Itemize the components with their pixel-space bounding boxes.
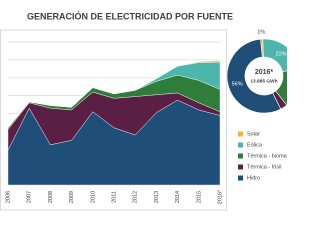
plot-border — [0, 29, 227, 211]
x-tick-label: 2011 — [111, 191, 117, 203]
donut-slice — [226, 38, 282, 114]
legend-swatch — [238, 131, 243, 137]
legend-swatch — [238, 164, 243, 170]
x-tick-label: 2014 — [175, 191, 181, 203]
x-tick-label: 2013 — [154, 191, 160, 203]
legend-label: Térmica - biomasa — [247, 153, 287, 159]
x-tick-label: 2015 — [196, 191, 202, 203]
x-tick-label: 2012 — [133, 191, 139, 203]
x-tick-label: 2009 — [69, 191, 75, 203]
area — [7, 60, 221, 128]
legend-swatch — [238, 175, 243, 181]
x-tick-label: 2006 — [5, 191, 11, 203]
legend-swatch — [238, 153, 243, 159]
legend-label: Solar — [247, 131, 260, 137]
donut-hole — [245, 57, 283, 95]
donut-center-subtitle: 13.885 GWh — [250, 78, 277, 84]
legend-swatch — [238, 142, 243, 148]
legend-label: Térmica - fósil — [247, 164, 282, 170]
legend-label: Eólica — [247, 142, 263, 148]
x-tick-label: 2008 — [48, 191, 54, 203]
x-tick-label: 2010 — [90, 191, 96, 203]
data-label: 22% — [276, 51, 287, 57]
donut-center-title: 2016* — [255, 69, 274, 76]
x-tick-label: 2007 — [27, 191, 33, 203]
x-tick-label: 2016* — [217, 189, 223, 204]
chart: GENERACIÓN DE ELECTRICIDAD POR FUENTE 02… — [0, 10, 302, 211]
data-label: 1% — [257, 30, 265, 36]
data-label: 56% — [232, 81, 243, 87]
legend-label: Hidro — [247, 175, 260, 181]
chart-title: GENERACIÓN DE ELECTRICIDAD POR FUENTE — [27, 10, 233, 21]
